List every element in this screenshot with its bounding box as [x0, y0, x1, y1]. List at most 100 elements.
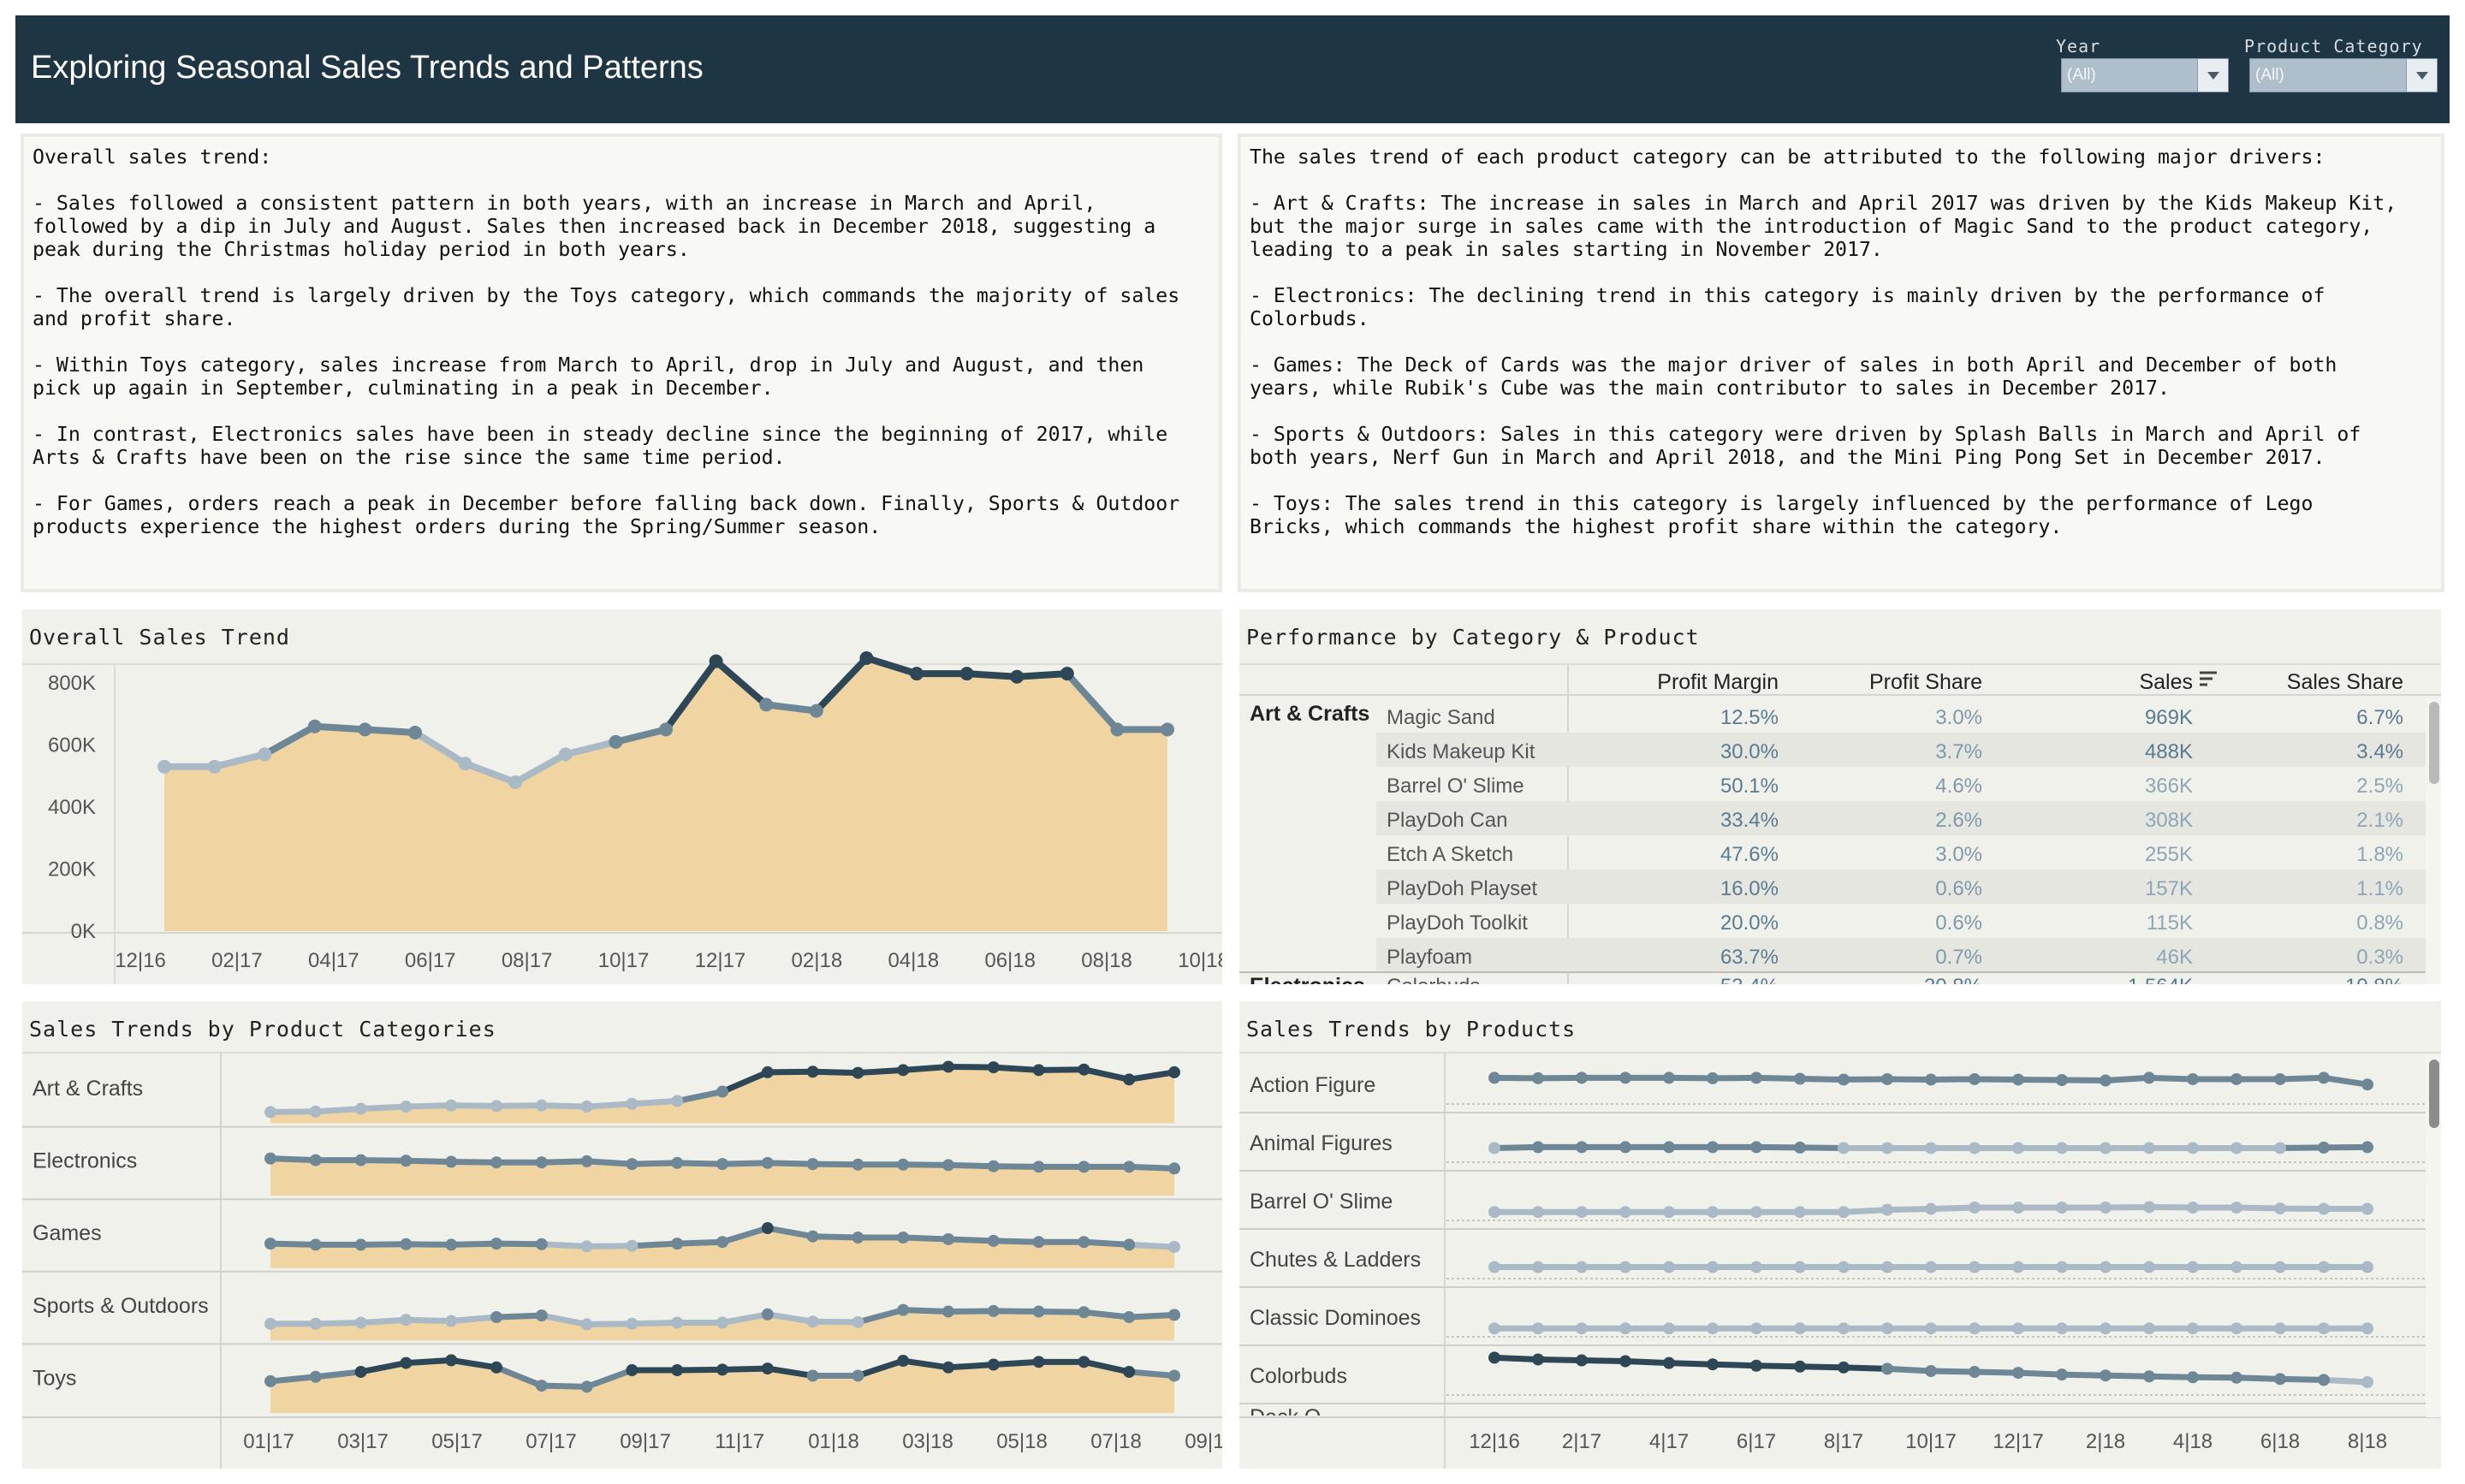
product-point[interactable] [2143, 1322, 2155, 1334]
product-point[interactable] [1707, 1322, 1719, 1334]
category-point[interactable] [264, 1318, 276, 1330]
category-point[interactable] [310, 1318, 322, 1330]
product-point[interactable] [1576, 1322, 1588, 1334]
category-point[interactable] [400, 1314, 412, 1326]
category-point[interactable] [445, 1315, 457, 1327]
category-point[interactable] [1168, 1162, 1180, 1174]
product-point[interactable] [1750, 1141, 1762, 1153]
product-point[interactable] [1881, 1142, 1893, 1154]
category-point[interactable] [264, 1106, 276, 1118]
product-point[interactable] [1663, 1357, 1675, 1369]
category-point[interactable] [1123, 1311, 1135, 1323]
product-point[interactable] [1881, 1204, 1893, 1216]
category-point[interactable] [671, 1364, 683, 1376]
category-point[interactable] [762, 1362, 774, 1374]
category-point[interactable] [1123, 1238, 1135, 1250]
product-point[interactable] [2230, 1372, 2242, 1384]
product-point[interactable] [1707, 1261, 1719, 1273]
category-point[interactable] [1033, 1236, 1045, 1248]
category-point[interactable] [897, 1355, 909, 1367]
product-point[interactable] [2012, 1261, 2024, 1273]
product-point[interactable] [1532, 1072, 1544, 1084]
category-point[interactable] [671, 1157, 683, 1169]
product-point[interactable] [1488, 1261, 1500, 1273]
product-point[interactable] [1838, 1142, 1850, 1154]
sales-point[interactable] [859, 651, 873, 665]
product-point[interactable] [2143, 1261, 2155, 1273]
category-point[interactable] [445, 1354, 457, 1366]
category-point[interactable] [355, 1366, 367, 1378]
product-point[interactable] [2012, 1073, 2024, 1085]
performance-table[interactable]: Profit Margin Profit Share Sales Sales Shar… [1239, 609, 2441, 984]
product-point[interactable] [2187, 1261, 2199, 1273]
category-point[interactable] [807, 1158, 819, 1170]
category-point[interactable] [762, 1222, 774, 1234]
product-point[interactable] [1707, 1141, 1719, 1153]
overall-sales-chart[interactable]: 800K 600K 400K 200K 0K 12|16 02|17 04|17 06|17 08… [22, 609, 1222, 984]
category-point[interactable] [807, 1315, 819, 1327]
product-point[interactable] [2012, 1142, 2024, 1154]
category-point[interactable] [490, 1311, 502, 1323]
category-point[interactable] [264, 1153, 276, 1165]
category-point[interactable] [490, 1238, 502, 1250]
product-point[interactable] [2318, 1203, 2330, 1215]
sales-point[interactable] [1161, 722, 1174, 736]
sales-point[interactable] [1010, 670, 1024, 684]
sales-point[interactable] [408, 726, 422, 739]
product-point[interactable] [1707, 1072, 1719, 1084]
category-point[interactable] [942, 1233, 954, 1245]
product-point[interactable] [2100, 1142, 2112, 1154]
chevron-down-icon[interactable] [2197, 59, 2228, 92]
category-point[interactable] [1168, 1241, 1180, 1253]
product-point[interactable] [1925, 1142, 1937, 1154]
product-point[interactable] [1794, 1142, 1806, 1154]
category-point[interactable] [807, 1066, 819, 1077]
product-point[interactable] [2100, 1369, 2112, 1381]
product-point[interactable] [1794, 1361, 1806, 1373]
category-point[interactable] [942, 1159, 954, 1171]
product-point[interactable] [2230, 1073, 2242, 1085]
category-point[interactable] [1123, 1366, 1135, 1378]
product-point[interactable] [1576, 1261, 1588, 1273]
sort-icon[interactable] [2200, 673, 2217, 685]
sales-point[interactable] [459, 757, 472, 770]
product-point[interactable] [1794, 1072, 1806, 1084]
category-point[interactable] [716, 1316, 728, 1328]
category-point[interactable] [355, 1103, 367, 1115]
product-point[interactable] [1663, 1141, 1675, 1153]
category-point[interactable] [264, 1375, 276, 1387]
category-point[interactable] [1123, 1073, 1135, 1085]
product-point[interactable] [2274, 1322, 2286, 1334]
product-point[interactable] [1925, 1365, 1937, 1377]
product-point[interactable] [1619, 1322, 1631, 1334]
product-point[interactable] [1663, 1322, 1675, 1334]
product-point[interactable] [1969, 1261, 1981, 1273]
product-point[interactable] [1750, 1206, 1762, 1218]
sales-point[interactable] [358, 722, 371, 736]
category-point[interactable] [310, 1238, 322, 1250]
product-point[interactable] [2187, 1202, 2199, 1214]
category-point[interactable] [942, 1306, 954, 1318]
category-point[interactable] [310, 1106, 322, 1118]
category-point[interactable] [1078, 1064, 1090, 1076]
category-point[interactable] [264, 1238, 276, 1250]
category-point[interactable] [988, 1061, 1000, 1073]
chevron-down-icon[interactable] [2406, 59, 2437, 92]
category-point[interactable] [852, 1316, 864, 1328]
category-point[interactable] [716, 1086, 728, 1098]
product-point[interactable] [1925, 1322, 1937, 1334]
category-point[interactable] [716, 1363, 728, 1375]
product-point[interactable] [2318, 1261, 2330, 1273]
category-filter-dropdown[interactable]: (All) [2249, 58, 2438, 92]
product-point[interactable] [1707, 1358, 1719, 1370]
category-point[interactable] [988, 1160, 1000, 1172]
product-point[interactable] [1532, 1206, 1544, 1218]
product-point[interactable] [1532, 1322, 1544, 1334]
year-filter-dropdown[interactable]: (All) [2061, 58, 2229, 92]
category-point[interactable] [852, 1369, 864, 1381]
product-point[interactable] [1969, 1142, 1981, 1154]
category-point[interactable] [536, 1100, 548, 1112]
product-point[interactable] [1576, 1355, 1588, 1367]
product-point[interactable] [1881, 1073, 1893, 1085]
product-point[interactable] [1881, 1362, 1893, 1374]
